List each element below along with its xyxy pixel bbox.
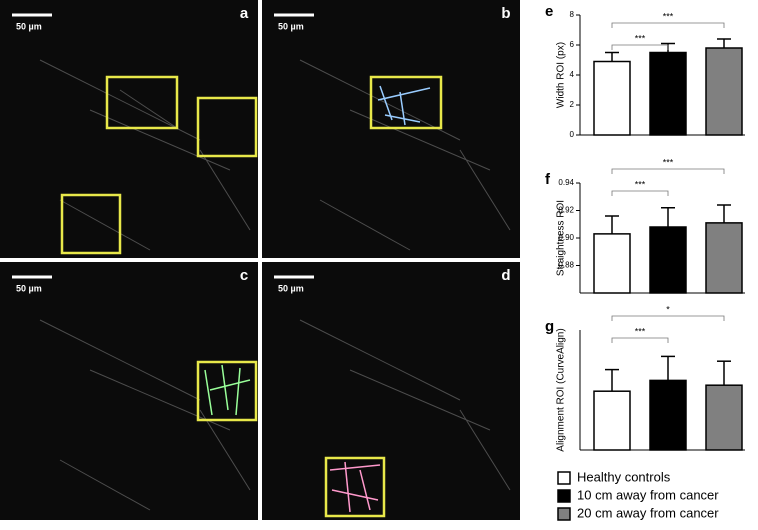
- legend-swatch: [557, 489, 571, 503]
- y-axis-label: Width ROI (px): [556, 42, 567, 108]
- panel-d: 50 µm d: [262, 262, 520, 520]
- y-tick-label: 0.92: [558, 206, 574, 215]
- panel-label: a: [240, 5, 249, 22]
- y-axis-label: Straightness ROI: [556, 200, 567, 276]
- y-tick-label: 0.94: [558, 178, 574, 187]
- legend-swatch: [557, 471, 571, 485]
- bar: [649, 51, 687, 136]
- significance-bracket: [611, 168, 725, 174]
- bar: [593, 233, 631, 294]
- significance-bracket: [611, 22, 725, 28]
- panel-label: b: [501, 5, 510, 22]
- bar: [593, 60, 631, 136]
- panel-b: 50 µm b: [262, 0, 520, 258]
- panel-label: g: [545, 318, 554, 335]
- scale-bar-label: 50 µm: [278, 283, 304, 293]
- panel-label: c: [240, 267, 248, 284]
- y-tick-label: 0.88: [558, 261, 574, 270]
- y-tick-label: 4: [570, 70, 575, 79]
- significance-label: ***: [663, 157, 674, 167]
- scale-bar-label: 50 µm: [278, 21, 304, 31]
- bar: [705, 222, 743, 294]
- bar: [649, 379, 687, 451]
- legend-label: Healthy controls: [577, 469, 671, 484]
- panel-c: 50 µm c: [0, 262, 258, 520]
- panel-label: d: [501, 267, 510, 284]
- legend-label: 10 cm away from cancer: [577, 487, 719, 502]
- bar: [705, 47, 743, 136]
- bar: [649, 226, 687, 294]
- significance-label: *: [666, 304, 670, 314]
- significance-label: ***: [663, 11, 674, 21]
- y-axis-label: Alignment ROI (CurveAlign): [556, 328, 567, 451]
- panel-label: e: [545, 3, 553, 20]
- scale-bar-label: 50 µm: [16, 21, 42, 31]
- significance-bracket: [611, 44, 669, 50]
- y-tick-label: 8: [570, 10, 575, 19]
- scale-bar-label: 50 µm: [16, 283, 42, 293]
- y-tick-label: 0: [570, 130, 575, 139]
- y-tick-label: 6: [570, 40, 575, 49]
- significance-bracket: [611, 190, 669, 196]
- panel-a: 50 µm a: [0, 0, 258, 258]
- significance-bracket: [611, 337, 669, 343]
- panel-label: f: [545, 171, 551, 188]
- significance-label: ***: [635, 179, 646, 189]
- y-tick-label: 2: [570, 100, 575, 109]
- significance-bracket: [611, 315, 725, 321]
- bar: [705, 384, 743, 451]
- y-tick-label: 0.90: [558, 233, 574, 242]
- legend-label: 20 cm away from cancer: [577, 505, 719, 520]
- legend-swatch: [557, 507, 571, 521]
- bar: [593, 390, 631, 451]
- significance-label: ***: [635, 326, 646, 336]
- significance-label: ***: [635, 33, 646, 43]
